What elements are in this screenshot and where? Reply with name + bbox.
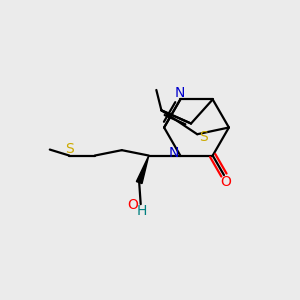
Text: N: N <box>175 86 185 100</box>
Text: O: O <box>127 198 138 212</box>
Polygon shape <box>136 156 149 184</box>
Text: H: H <box>137 204 147 218</box>
Text: O: O <box>220 175 231 189</box>
Text: S: S <box>65 142 74 156</box>
Text: N: N <box>169 146 179 160</box>
Text: S: S <box>200 130 208 144</box>
